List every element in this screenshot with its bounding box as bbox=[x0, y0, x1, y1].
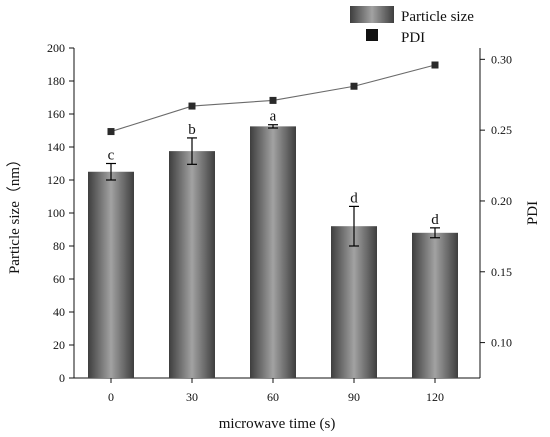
x-tick-label: 30 bbox=[186, 390, 198, 404]
pdi-point bbox=[350, 82, 358, 90]
pdi-point bbox=[188, 102, 196, 110]
x-tick-label: 90 bbox=[348, 390, 360, 404]
legend-swatch-pdi bbox=[366, 29, 378, 41]
significance-label: c bbox=[108, 148, 115, 164]
bar-series: c b a d d bbox=[88, 109, 458, 378]
right-tick-label: 0.30 bbox=[491, 52, 512, 66]
legend-label-pdi: PDI bbox=[401, 30, 425, 46]
x-axis-title: microwave time (s) bbox=[219, 416, 336, 432]
x-tick-label: 120 bbox=[426, 390, 444, 404]
x-tick-label: 0 bbox=[108, 390, 114, 404]
left-axis-ticks: 0 20 40 60 80 100 120 140 160 180 200 bbox=[47, 41, 74, 385]
right-axis-title: PDI bbox=[525, 201, 541, 225]
bar bbox=[331, 226, 377, 378]
pdi-point bbox=[431, 61, 439, 69]
left-tick-label: 120 bbox=[47, 173, 65, 187]
pdi-point bbox=[269, 96, 277, 104]
significance-label: d bbox=[431, 212, 439, 228]
x-tick-label: 60 bbox=[267, 390, 279, 404]
right-tick-label: 0.20 bbox=[491, 194, 512, 208]
significance-label: a bbox=[270, 109, 277, 125]
left-tick-label: 100 bbox=[47, 206, 65, 220]
left-tick-label: 180 bbox=[47, 74, 65, 88]
pdi-point bbox=[107, 128, 115, 136]
bar bbox=[412, 232, 458, 378]
legend-label-particle-size: Particle size bbox=[401, 9, 474, 25]
legend-swatch-particle-size bbox=[350, 6, 394, 23]
left-tick-label: 80 bbox=[53, 239, 65, 253]
significance-label: b bbox=[188, 122, 196, 138]
left-tick-label: 0 bbox=[59, 371, 65, 385]
left-tick-label: 60 bbox=[53, 272, 65, 286]
right-tick-label: 0.25 bbox=[491, 123, 512, 137]
right-axis-ticks: 0.10 0.15 0.20 0.25 0.30 bbox=[480, 52, 512, 350]
bar bbox=[250, 126, 296, 378]
left-tick-label: 200 bbox=[47, 41, 65, 55]
left-tick-label: 140 bbox=[47, 140, 65, 154]
right-tick-label: 0.15 bbox=[491, 265, 512, 279]
legend: Particle size PDI bbox=[350, 6, 474, 46]
left-tick-label: 160 bbox=[47, 107, 65, 121]
bar bbox=[88, 171, 134, 378]
left-tick-label: 20 bbox=[53, 338, 65, 352]
bar bbox=[169, 151, 215, 378]
left-tick-label: 40 bbox=[53, 305, 65, 319]
x-axis-ticks: 0 30 60 90 120 bbox=[108, 378, 444, 404]
right-tick-label: 0.10 bbox=[491, 336, 512, 350]
significance-label: d bbox=[350, 190, 358, 206]
pdi-series bbox=[107, 61, 439, 136]
left-axis-title: Particle size（nm） bbox=[6, 152, 23, 274]
